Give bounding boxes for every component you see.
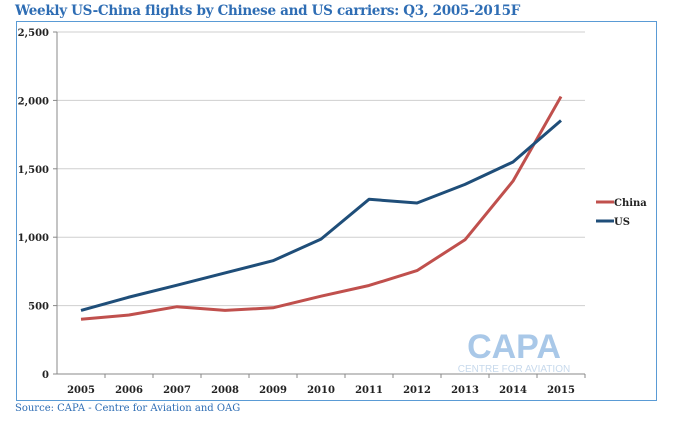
- x-tick-label: 2010: [307, 385, 335, 396]
- y-tick-label: 1,500: [18, 165, 49, 176]
- x-tick-label: 2014: [499, 385, 527, 396]
- x-tick-label: 2007: [163, 385, 191, 396]
- legend-label-us: US: [614, 217, 630, 228]
- source-note: Source: CAPA - Centre for Aviation and O…: [15, 403, 241, 414]
- series-line-china: [80, 95, 563, 321]
- x-tick-label: 2006: [115, 385, 143, 396]
- x-tick-label: 2011: [355, 385, 383, 396]
- y-tick-label: 500: [28, 302, 49, 313]
- x-tick-label: 2009: [259, 385, 287, 396]
- series-line-us: [80, 119, 562, 312]
- legend-label-china: China: [614, 198, 647, 209]
- x-tick-label: 2005: [67, 385, 95, 396]
- y-tick-label: 2,000: [18, 96, 49, 107]
- x-tick-label: 2015: [547, 385, 575, 396]
- x-tick-label: 2012: [403, 385, 431, 396]
- watermark-tagline: CENTRE FOR AVIATION: [458, 364, 570, 375]
- x-tick-label: 2013: [451, 385, 479, 396]
- y-tick-label: 0: [42, 370, 49, 381]
- chart-frame: [16, 21, 657, 401]
- watermark-logo: CAPA: [467, 328, 561, 366]
- y-tick-label: 1,000: [18, 233, 49, 244]
- chart-title: Weekly US-China flights by Chinese and U…: [15, 3, 520, 19]
- x-tick-label: 2008: [211, 385, 239, 396]
- y-tick-label: 2,500: [18, 28, 49, 39]
